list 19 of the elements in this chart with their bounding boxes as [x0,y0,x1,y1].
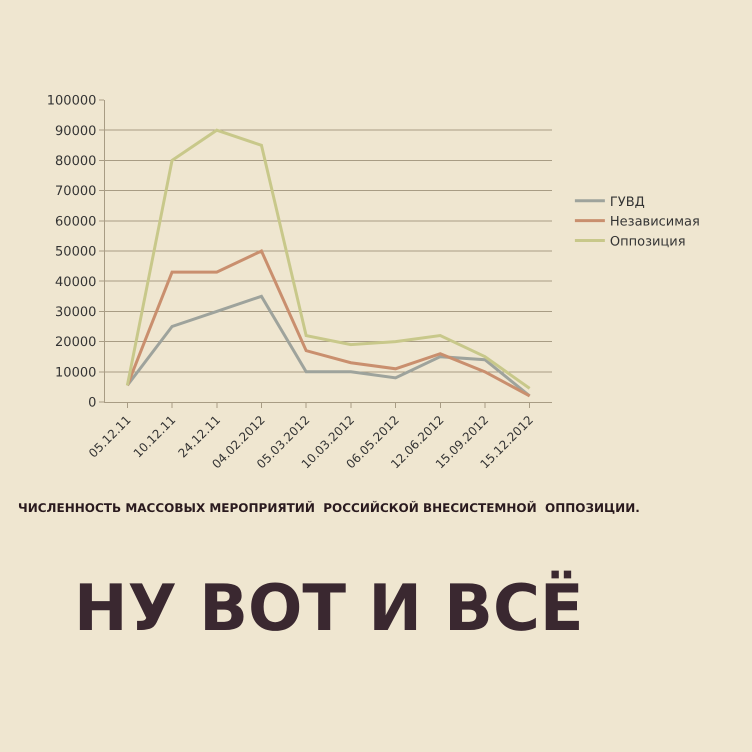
text: ЧИСЛЕННОСТЬ МАССОВЫХ МЕРОПРИЯТИЙ РОССИЙСКОЙ ВНЕСИСТЕМНОЙ ОППОЗИЦИИ. [18,500,640,515]
y-tick-label: 10000 [55,365,96,380]
line-series [126,294,532,398]
y-tick-label: 80000 [55,154,96,169]
y-tick-label: 30000 [55,304,96,320]
legend-label: Независимая [610,214,700,230]
line-series [126,128,532,390]
y-tick-label: 20000 [55,335,96,350]
y-tick-label: 60000 [55,214,96,230]
legend-label: Оппозиция [610,234,686,250]
y-tick-label: 90000 [55,124,96,139]
legend-label: ГУВД [610,194,645,210]
y-tick-label: 40000 [55,274,96,290]
text: НУ ВОТ И ВСЁ [74,570,584,646]
y-tick-label: 100000 [46,94,96,109]
line-series [126,250,532,398]
y-tick-label: 50000 [55,244,96,260]
y-tick-label: 0 [88,396,96,411]
y-tick-label: 70000 [55,184,96,200]
